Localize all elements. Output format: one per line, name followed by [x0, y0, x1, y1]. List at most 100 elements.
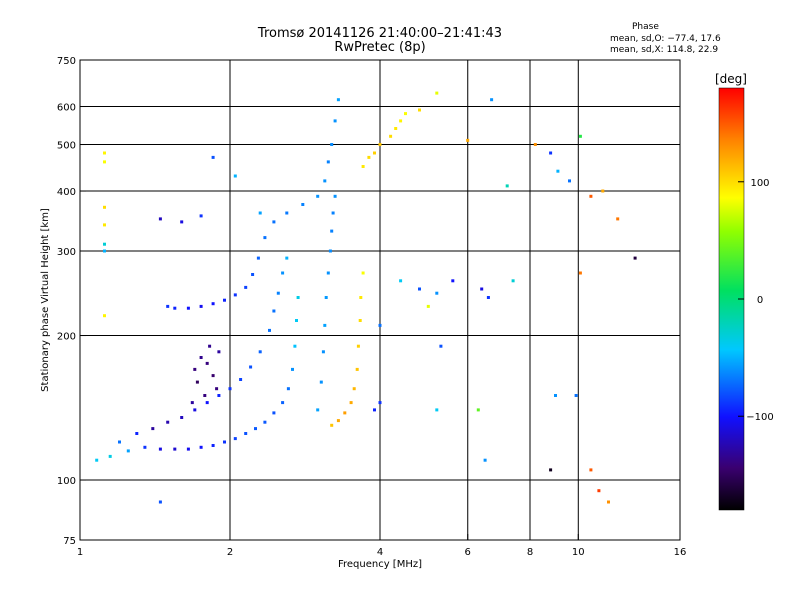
data-point	[361, 165, 365, 168]
data-point	[193, 408, 197, 412]
phase-stats-x: mean, sd,X: 114.8, 22.9	[610, 45, 719, 55]
data-point	[607, 500, 610, 504]
data-point	[556, 169, 560, 173]
data-point	[331, 211, 335, 215]
data-point	[554, 394, 557, 397]
data-point	[319, 380, 323, 384]
data-point	[483, 458, 487, 462]
data-point	[135, 432, 139, 435]
x-tick-label: 8	[527, 547, 533, 558]
data-point	[199, 445, 203, 449]
data-point	[435, 291, 439, 295]
data-point	[326, 160, 330, 164]
data-point	[373, 408, 376, 412]
data-point	[272, 220, 276, 224]
x-tick-label: 6	[465, 547, 471, 558]
data-point	[321, 350, 325, 354]
data-point	[352, 387, 356, 391]
data-point	[285, 256, 289, 260]
data-point	[578, 134, 582, 138]
data-point	[158, 500, 162, 504]
data-point	[103, 160, 106, 164]
data-point	[323, 323, 327, 327]
data-point	[476, 408, 480, 412]
data-point	[208, 344, 212, 348]
data-point	[173, 306, 177, 310]
series-e-f1-trace-o-lower-	[95, 296, 300, 462]
series-f2-cusp-steep-	[316, 194, 337, 412]
x-tick-label: 1	[77, 547, 83, 558]
data-point	[373, 151, 376, 155]
phase-stats-heading: Phase	[632, 22, 659, 32]
y-tick-label: 600	[57, 103, 76, 114]
data-point	[404, 112, 407, 116]
x-tick-label: 10	[572, 547, 585, 558]
plot-grid	[80, 60, 680, 540]
figure-title-line2: RwPretec (8p)	[334, 40, 426, 55]
data-point	[355, 367, 359, 371]
data-point	[217, 350, 221, 354]
data-point	[233, 174, 237, 178]
data-point	[633, 256, 637, 260]
data-point	[272, 411, 276, 415]
series-e-f1-trace-x-	[118, 256, 289, 444]
series-x-mode-f2-upper-	[361, 112, 407, 168]
data-point	[180, 220, 184, 224]
data-point	[103, 242, 106, 246]
data-point	[316, 408, 320, 412]
data-point	[103, 151, 106, 155]
colorbar-unit-label: [deg]	[715, 72, 747, 86]
data-point	[199, 356, 203, 359]
data-point	[549, 151, 553, 155]
data-point	[490, 98, 494, 102]
data-point	[249, 365, 253, 369]
data-point	[103, 223, 106, 227]
y-axis: 75 100 200 300 400 500 600 750	[57, 56, 86, 547]
data-point	[568, 179, 571, 183]
y-axis-label: Stationary phase Virtual Height [km]	[40, 208, 51, 392]
data-point	[616, 217, 620, 221]
data-point	[399, 119, 403, 123]
data-point	[281, 271, 285, 275]
data-point	[511, 279, 515, 283]
data-point	[418, 287, 421, 291]
data-point	[186, 306, 190, 310]
data-point	[451, 279, 455, 283]
data-point	[281, 401, 285, 405]
data-point	[336, 419, 340, 423]
y-tick-label: 750	[57, 56, 76, 67]
data-point	[173, 447, 177, 451]
data-point	[254, 427, 257, 431]
data-point	[103, 314, 106, 318]
y-tick-label: 75	[63, 536, 76, 547]
x-tick-label: 16	[674, 547, 687, 558]
colorbar-tick-label: 100	[750, 178, 769, 189]
data-point	[349, 401, 353, 405]
data-point	[108, 454, 112, 458]
data-point	[296, 296, 300, 299]
figure-title-line1: Tromsø 20141126 21:40:00–21:41:43	[257, 26, 503, 41]
colorbar-tick-label: 0	[757, 295, 763, 306]
data-point	[378, 323, 382, 327]
data-point	[361, 271, 365, 275]
data-point	[244, 285, 248, 289]
data-point	[330, 143, 334, 146]
data-point	[258, 350, 262, 354]
data-point	[293, 344, 297, 348]
phase-stats-o: mean, sd,O: −77.4, 17.6	[610, 34, 721, 44]
data-point	[378, 401, 382, 405]
data-point	[158, 217, 162, 221]
data-point	[324, 296, 328, 299]
data-point	[239, 378, 243, 381]
data-points	[95, 91, 637, 504]
data-point	[333, 194, 337, 198]
data-point	[486, 296, 490, 299]
data-point	[343, 411, 347, 415]
data-point	[389, 134, 393, 138]
data-point	[326, 271, 330, 275]
series-x-mode-orange-	[330, 271, 365, 427]
series-f2-o-trace	[166, 98, 340, 310]
data-point	[195, 380, 199, 384]
